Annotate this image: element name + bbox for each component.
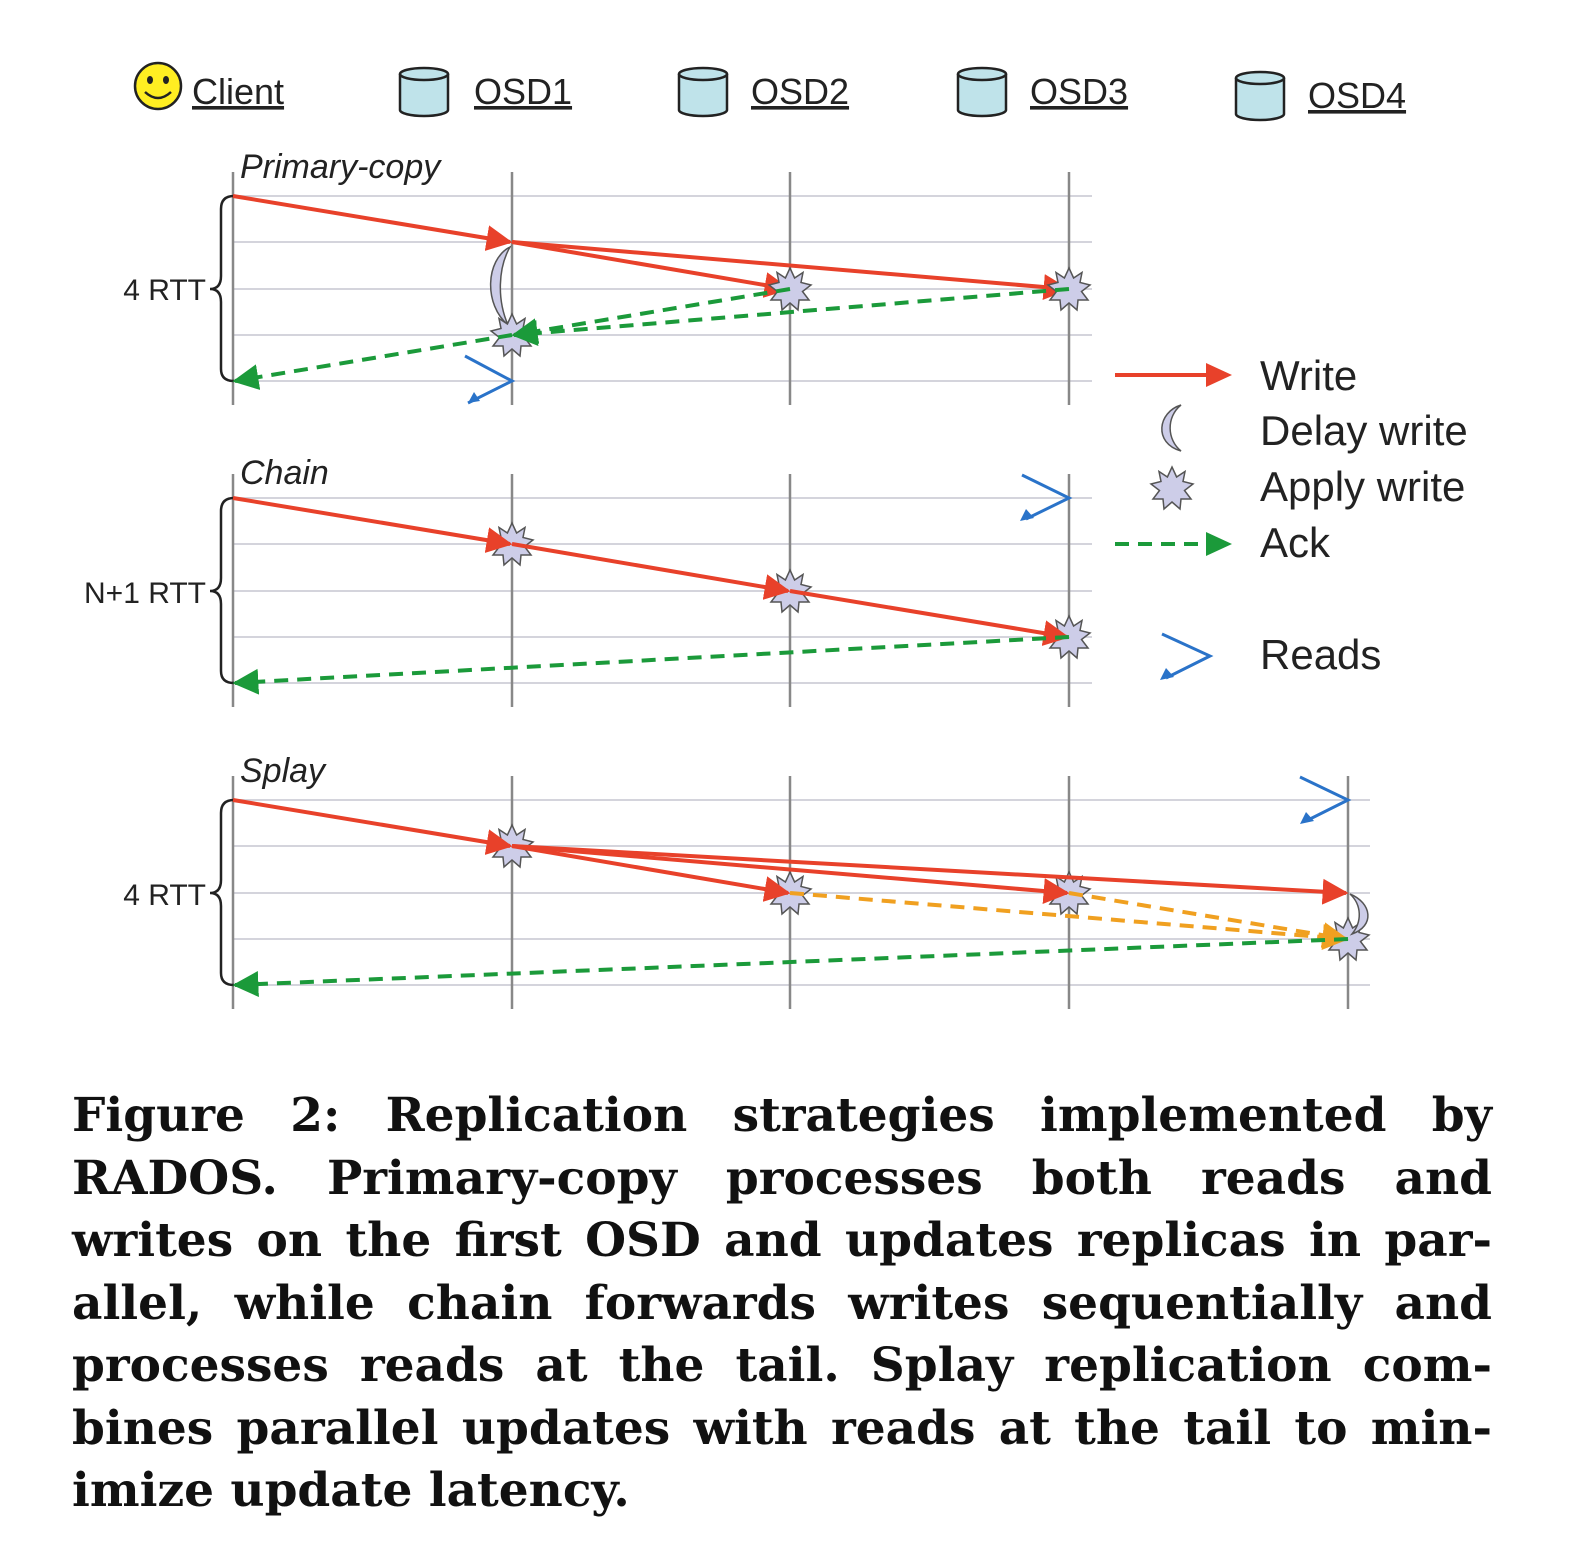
forward-arrow <box>1068 891 1349 948</box>
smiley-icon <box>133 61 183 111</box>
write-arrow <box>232 798 513 855</box>
latency-brace <box>209 798 235 987</box>
database-icon <box>398 66 450 118</box>
legend-reads-label: Reads <box>1260 631 1381 678</box>
primary-copy-section: Primary-copy 4 RTT <box>123 148 1092 405</box>
latency-brace <box>209 496 235 685</box>
splay-section: Splay 4 RTT <box>123 752 1370 1009</box>
write-arrow <box>232 496 513 553</box>
write-arrow <box>511 844 791 902</box>
legend-apply: Apply write <box>1150 463 1465 510</box>
figure-caption: Figure 2: Replication strategies impleme… <box>72 1088 1492 1518</box>
legend: Write Delay write Apply write Ack Reads <box>1115 352 1468 680</box>
chain-section: Chain N+1 RTT <box>84 454 1092 707</box>
chain-grid <box>231 474 1092 707</box>
write-arrow <box>511 240 791 298</box>
osd1-header: OSD1 <box>398 66 572 118</box>
osd4-label: OSD4 <box>1308 75 1406 116</box>
ack-arrow <box>232 635 1070 695</box>
read-arrow <box>1299 775 1352 824</box>
osd3-label: OSD3 <box>1030 71 1128 112</box>
ack-arrow <box>511 287 1070 347</box>
legend-ack: Ack <box>1115 519 1331 566</box>
write-arrow <box>789 589 1070 646</box>
ack-arrow <box>232 937 1349 998</box>
chain-title: Chain <box>240 454 329 492</box>
write-arrow <box>511 542 791 600</box>
splay-latency-label: 4 RTT <box>123 879 206 912</box>
burst-icon <box>1150 466 1194 510</box>
legend-reads: Reads <box>1160 631 1381 680</box>
primary-copy-title: Primary-copy <box>240 148 442 186</box>
osd4-header: OSD4 <box>1234 70 1406 122</box>
legend-apply-label: Apply write <box>1260 463 1465 510</box>
chain-latency-label: N+1 RTT <box>84 577 206 610</box>
latency-brace <box>209 194 235 383</box>
primary-latency-label: 4 RTT <box>123 274 206 307</box>
osd2-label: OSD2 <box>751 71 849 112</box>
write-arrow <box>232 194 513 251</box>
osd2-header: OSD2 <box>677 66 849 118</box>
ack-arrow <box>232 333 513 390</box>
write-arrow <box>511 240 1070 300</box>
osd1-label: OSD1 <box>474 71 572 112</box>
database-icon <box>677 66 729 118</box>
write-arrow <box>511 844 1349 905</box>
ack-arrow <box>511 287 791 344</box>
replication-diagram: Client OSD1 OSD2 OSD3 OSD4 Primary-copy … <box>84 61 1468 1009</box>
client-header: Client <box>133 61 284 112</box>
legend-write: Write <box>1115 352 1357 399</box>
primary-grid <box>231 172 1092 405</box>
legend-write-label: Write <box>1260 352 1357 399</box>
legend-delay: Delay write <box>1161 404 1468 454</box>
legend-delay-label: Delay write <box>1260 407 1468 454</box>
write-arrow <box>511 844 1070 904</box>
client-label: Client <box>192 71 284 112</box>
legend-ack-label: Ack <box>1260 519 1331 566</box>
database-icon <box>1234 70 1286 122</box>
delay-write-icon <box>1349 893 1369 936</box>
read-arrow <box>464 354 516 405</box>
osd3-header: OSD3 <box>956 66 1128 118</box>
read-arrow <box>1020 473 1073 521</box>
forward-arrow <box>789 891 1349 951</box>
database-icon <box>956 66 1008 118</box>
moon-icon <box>1161 404 1182 452</box>
delay-write-icon <box>489 245 512 326</box>
splay-title: Splay <box>240 752 327 790</box>
